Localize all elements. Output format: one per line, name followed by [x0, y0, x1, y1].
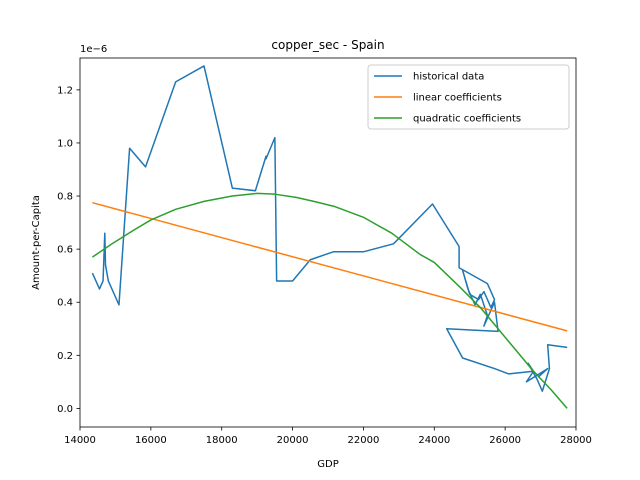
- legend-frame: [367, 64, 570, 130]
- legend: historical data linear coefficients quadra…: [367, 64, 570, 130]
- y-tick-label: 0.4: [57, 298, 73, 309]
- y-offset-label: 1e−6: [80, 44, 107, 55]
- y-tick-label: 1.2: [57, 85, 73, 96]
- legend-label: linear coefficients: [413, 93, 502, 104]
- x-tick-label: 14000: [64, 435, 96, 446]
- x-axis-label: GDP: [317, 459, 338, 470]
- historical-data-line: [91, 65, 568, 392]
- y-tick-label: 0.0: [57, 404, 73, 415]
- legend-label: quadratic coefficients: [413, 114, 521, 125]
- y-tick-label: 0.2: [57, 351, 73, 362]
- x-tick-label: 16000: [135, 435, 167, 446]
- x-tick-label: 26000: [489, 435, 521, 446]
- plot-frame: [79, 57, 577, 428]
- legend-label: historical data: [413, 72, 484, 83]
- y-axis-label: Amount-per-Capita: [31, 195, 42, 290]
- x-tick-label: 24000: [418, 435, 450, 446]
- x-tick-label: 20000: [277, 435, 309, 446]
- x-tick-label: 28000: [560, 435, 592, 446]
- y-tick-label: 0.8: [57, 192, 73, 203]
- x-axis-ticks: 14000 16000 18000 20000 22000 24000 26000 28000: [64, 427, 592, 446]
- y-tick-label: 0.6: [57, 245, 73, 256]
- y-axis-ticks: 0.0 0.2 0.4 0.6 0.8 1.0 1.2: [57, 85, 80, 415]
- series-layer: [91, 65, 568, 409]
- quadratic-coefficients-line: [91, 192, 568, 409]
- chart-title: copper_sec - Spain: [271, 38, 384, 52]
- x-tick-label: 22000: [348, 435, 380, 446]
- x-tick-label: 18000: [206, 435, 238, 446]
- linear-coefficients-line: [92, 201, 568, 332]
- y-tick-label: 1.0: [57, 138, 73, 149]
